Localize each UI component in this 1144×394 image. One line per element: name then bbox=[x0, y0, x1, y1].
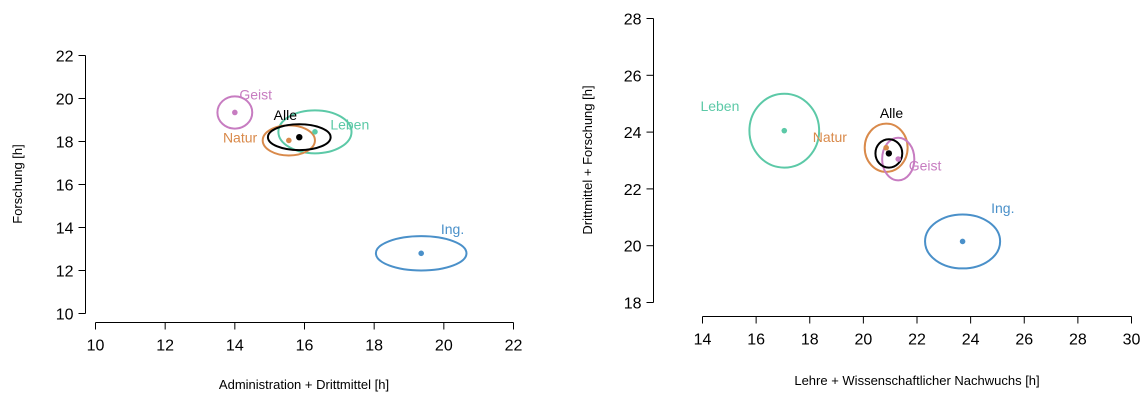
chart-right: 14 16 18 20 22 24 26 28 30 18 20 22 24 26 28 Leben Nat… bbox=[580, 12, 1141, 389]
series-label-ing: Ing. bbox=[991, 200, 1014, 216]
y-tick-label: 24 bbox=[624, 125, 642, 142]
y-tick-label: 10 bbox=[56, 307, 74, 324]
y-tick-label: 20 bbox=[56, 92, 74, 109]
point-leben bbox=[312, 129, 318, 135]
series-label-geist: Geist bbox=[239, 87, 272, 103]
chart-left: 10 12 14 16 18 20 22 10 12 14 16 18 20 22 Geist Leben… bbox=[10, 49, 523, 393]
y-tick-label: 18 bbox=[56, 135, 74, 152]
y-ticks-right: 18 20 22 24 26 28 bbox=[624, 12, 654, 313]
y-ticks-left: 10 12 14 16 18 20 22 bbox=[56, 49, 86, 324]
x-axis-label-right: Lehre + Wissenschaftlicher Nachwuchs [h] bbox=[794, 373, 1039, 388]
x-ticks-left: 10 12 14 16 18 20 22 bbox=[87, 322, 523, 355]
series-label-natur: Natur bbox=[813, 129, 848, 145]
y-tick-label: 20 bbox=[624, 239, 642, 256]
x-tick-label: 10 bbox=[87, 338, 105, 355]
ellipse-geist bbox=[881, 136, 916, 182]
y-tick-label: 28 bbox=[624, 12, 642, 29]
x-tick-label: 14 bbox=[694, 332, 712, 349]
x-tick-label: 24 bbox=[962, 332, 980, 349]
series-label-geist: Geist bbox=[909, 157, 942, 173]
point-alle bbox=[885, 150, 893, 157]
point-geist bbox=[895, 156, 902, 162]
y-tick-label: 18 bbox=[624, 296, 642, 313]
point-natur bbox=[883, 144, 889, 151]
y-tick-label: 26 bbox=[624, 68, 642, 85]
ellipses-left bbox=[216, 95, 468, 272]
series-label-natur: Natur bbox=[223, 130, 258, 146]
y-tick-label: 22 bbox=[624, 182, 642, 199]
series-labels-left: Geist Leben Natur Alle Ing. bbox=[223, 87, 464, 237]
x-tick-label: 30 bbox=[1123, 332, 1141, 349]
x-tick-label: 14 bbox=[226, 338, 244, 355]
x-tick-label: 22 bbox=[908, 332, 926, 349]
x-tick-label: 20 bbox=[854, 332, 872, 349]
point-leben bbox=[781, 127, 788, 134]
y-tick-label: 16 bbox=[56, 178, 74, 195]
x-tick-label: 18 bbox=[365, 338, 383, 355]
ellipse-ing bbox=[374, 235, 468, 272]
series-label-leben: Leben bbox=[700, 98, 739, 114]
point-natur bbox=[286, 137, 292, 144]
y-axis-label-left: Forschung [h] bbox=[10, 144, 25, 224]
x-ticks-right: 14 16 18 20 22 24 26 28 30 bbox=[694, 316, 1141, 349]
y-tick-label: 12 bbox=[56, 264, 74, 281]
x-tick-label: 16 bbox=[747, 332, 765, 349]
series-label-alle: Alle bbox=[274, 107, 298, 123]
points-left bbox=[232, 109, 424, 257]
y-tick-label: 14 bbox=[56, 221, 74, 238]
x-tick-label: 18 bbox=[801, 332, 819, 349]
x-tick-label: 16 bbox=[296, 338, 314, 355]
series-label-alle: Alle bbox=[880, 105, 904, 121]
point-geist bbox=[232, 109, 238, 116]
ellipse-leben bbox=[748, 92, 821, 169]
ellipse-geist bbox=[216, 95, 254, 130]
ellipse-alle bbox=[874, 138, 904, 169]
points-right bbox=[781, 127, 966, 245]
point-ing bbox=[418, 250, 424, 257]
ellipses-right bbox=[748, 92, 1002, 270]
x-axis-label-left: Administration + Drittmittel [h] bbox=[219, 377, 389, 392]
x-tick-label: 26 bbox=[1015, 332, 1033, 349]
ellipse-alle bbox=[266, 123, 332, 152]
series-label-ing: Ing. bbox=[441, 221, 464, 237]
point-ing bbox=[959, 238, 966, 245]
x-tick-label: 12 bbox=[156, 338, 174, 355]
y-tick-label: 22 bbox=[56, 49, 74, 66]
y-axis-label-right: Drittmittel + Forschung [h] bbox=[580, 85, 595, 234]
x-tick-label: 22 bbox=[505, 338, 523, 355]
ellipse-leben bbox=[277, 109, 353, 155]
x-tick-label: 20 bbox=[435, 338, 453, 355]
series-labels-right: Leben Natur Geist Alle Ing. bbox=[700, 98, 1014, 216]
ellipse-ing bbox=[924, 213, 1002, 270]
point-alle bbox=[296, 134, 303, 141]
series-label-leben: Leben bbox=[330, 117, 369, 133]
x-tick-label: 28 bbox=[1069, 332, 1087, 349]
